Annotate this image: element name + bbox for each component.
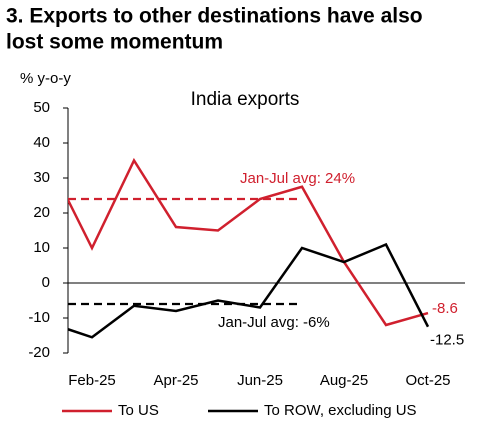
legend-label: To ROW, excluding US [264, 402, 417, 419]
y-tick-label: 40 [33, 134, 50, 151]
legend-label: To US [118, 402, 159, 419]
y-tick-label: 20 [33, 204, 50, 221]
average-label: Jan-Jul avg: -6% [218, 314, 330, 331]
x-tick-label: Apr-25 [153, 372, 198, 389]
y-tick-label: 10 [33, 239, 50, 256]
y-axis-label: % y-o-y [20, 70, 71, 87]
x-tick-label: Aug-25 [320, 372, 368, 389]
average-label: Jan-Jul avg: 24% [240, 170, 355, 187]
x-tick-label: Jun-25 [237, 372, 283, 389]
series-line [68, 157, 429, 327]
x-tick-label: Oct-25 [405, 372, 450, 389]
y-tick-label: 0 [42, 274, 50, 291]
y-tick-label: -10 [28, 309, 50, 326]
y-tick-label: -20 [28, 344, 50, 361]
plot-area [68, 157, 430, 339]
chart-title: lost some momentum [6, 31, 223, 54]
data-label: -12.5 [430, 332, 464, 349]
chart-subtitle: India exports [191, 89, 300, 110]
data-label: -8.6 [432, 300, 458, 317]
y-tick-label: 50 [33, 99, 50, 116]
series-line [68, 242, 430, 339]
y-tick-label: 30 [33, 169, 50, 186]
chart-title: 3. Exports to other destinations have al… [6, 5, 423, 28]
x-tick-label: Feb-25 [68, 372, 116, 389]
